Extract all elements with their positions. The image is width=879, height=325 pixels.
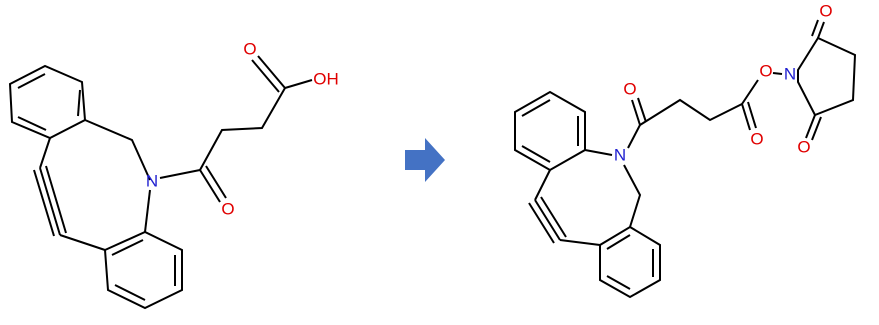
- product-bonds: [514, 19, 857, 299]
- atom-label: OH: [313, 69, 339, 88]
- atom-label: O: [623, 79, 636, 98]
- reactant-bonds: [8, 55, 313, 310]
- atom-label: O: [797, 137, 810, 156]
- atom-label: N: [146, 171, 158, 190]
- atom-label: O: [819, 1, 832, 20]
- atom-label: O: [750, 129, 763, 148]
- atom-label: N: [784, 64, 796, 83]
- atom-label: O: [221, 199, 234, 218]
- reaction-arrow: [405, 138, 445, 182]
- atom-label: O: [759, 61, 772, 80]
- atom-label: N: [614, 145, 626, 164]
- atom-label: O: [243, 39, 256, 58]
